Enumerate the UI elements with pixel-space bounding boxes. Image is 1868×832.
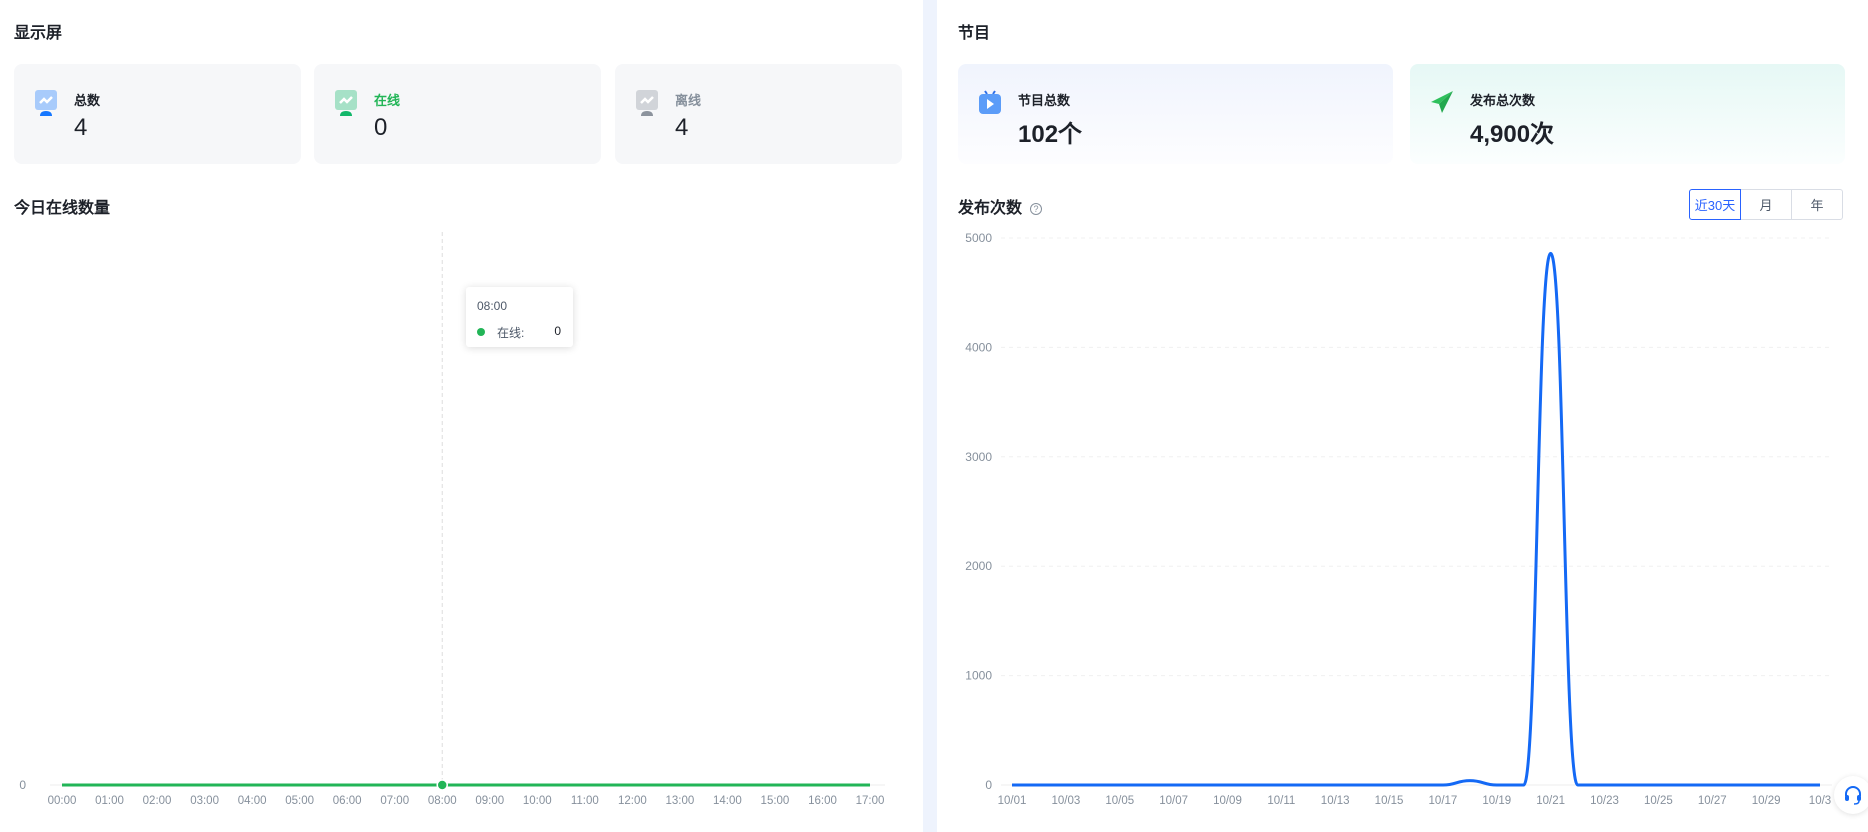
tooltip-series-marker [477,328,485,336]
customer-support-button[interactable] [1834,776,1868,814]
tooltip-time: 08:00 [477,299,508,313]
y-tick-label: 0 [985,778,992,792]
x-tick-label: 16:00 [808,795,837,807]
display-card-value: 4 [675,114,689,141]
display-title: 显示屏 [14,25,63,42]
display-card-label: 总数 [74,93,101,108]
x-tick-label: 00:00 [48,795,77,807]
tooltip-value: 0 [554,324,561,338]
publish-total-card: 发布总次数 4,900次 [1410,64,1845,164]
display-card: 离线 4 [615,64,902,164]
y-tick-label: 5000 [965,231,992,245]
x-tick-label: 05:00 [285,795,314,807]
x-tick-label: 15:00 [761,795,790,807]
monitor-icon [335,90,357,116]
program-total-label: 节目总数 [1018,93,1071,108]
x-tick-label: 10/07 [1159,795,1188,807]
tooltip-series-name: 在线: [497,326,525,340]
display-card-value: 4 [74,114,88,141]
help-icon[interactable]: ? [1030,203,1043,215]
display-card-label: 在线 [374,93,401,108]
x-tick-label: 10/23 [1590,795,1619,807]
paper-plane-icon [1431,91,1453,113]
x-tick-label: 10/11 [1267,795,1295,807]
online-chart-title: 今日在线数量 [14,200,111,217]
x-tick-label: 03:00 [190,795,219,807]
x-tick-label: 10/13 [1321,795,1350,807]
panel-divider [923,0,937,832]
x-tick-label: 17:00 [856,795,885,807]
x-tick-label: 10/15 [1375,795,1404,807]
program-total-value: 102个 [1018,121,1083,148]
monitor-icon [35,90,57,116]
display-card-value: 0 [374,114,388,141]
x-tick-label: 11:00 [571,795,599,807]
x-tick-label: 08:00 [428,795,457,807]
program-total-card: 节目总数 102个 [958,64,1393,164]
chart-tooltip: 08:00 在线: 0 [466,287,573,347]
series-line [1011,251,1820,787]
x-tick-label: 10/27 [1698,795,1727,807]
x-tick-label: 10/17 [1429,795,1458,807]
headset-icon [1845,786,1861,805]
x-tick-label: 01:00 [95,795,124,807]
y-tick-label: 4000 [965,340,992,354]
x-tick-label: 02:00 [143,795,172,807]
range-30days-button[interactable]: 近30天 [1689,189,1741,220]
x-tick-label: 06:00 [333,795,362,807]
publish-chart-title-wrap: 发布次数? [958,194,1043,218]
x-tick-label: 10/05 [1105,795,1134,807]
program-panel: 节目 节目总数 102个 发布总次数 4,900次 发布次数? 近30天 月 年… [937,0,1868,832]
publish-chart-title: 发布次数 [958,200,1023,217]
range-year-button[interactable]: 年 [1791,189,1843,220]
y-tick-label: 2000 [965,559,992,573]
range-toggle: 近30天 月 年 [1689,189,1843,220]
display-card-label: 离线 [675,93,702,108]
display-card: 在线 0 [314,64,601,164]
x-tick-label: 10/01 [998,795,1027,807]
video-icon [979,90,1001,114]
monitor-icon [636,90,658,116]
publish-total-value: 4,900次 [1470,121,1555,148]
x-tick-label: 10/21 [1536,795,1565,807]
publish-chart: 0 1000 2000 3000 4000 5000 10/01 10/03 10/05 10/0… [965,231,1832,807]
program-title: 节目 [958,25,991,42]
x-tick-label: 10/09 [1213,795,1242,807]
x-tick-label: 12:00 [618,795,647,807]
x-tick-label: 14:00 [713,795,742,807]
x-tick-label: 10/03 [1051,795,1080,807]
display-panel: 显示屏 总数 4 在线 0 离线 4 今日在线数量 0 00:00 01:00 02:… [0,0,923,832]
y-tick-label: 1000 [965,669,992,683]
highlight-point [436,779,448,791]
publish-total-label: 发布总次数 [1470,93,1536,108]
y-tick-label: 3000 [965,450,992,464]
x-tick-label: 10/25 [1644,795,1673,807]
x-tick-label: 10:00 [523,795,552,807]
display-card: 总数 4 [14,64,301,164]
x-tick-label: 09:00 [475,795,504,807]
x-tick-label: 10/3 [1809,795,1831,807]
x-tick-label: 10/29 [1752,795,1781,807]
x-tick-label: 13:00 [665,795,694,807]
x-tick-label: 04:00 [238,795,267,807]
y-tick-label: 0 [19,778,26,792]
x-tick-label: 07:00 [380,795,409,807]
online-chart: 0 00:00 01:00 02:00 03:00 04:00 05:00 06:00 07:0… [19,232,885,807]
x-tick-label: 10/19 [1482,795,1511,807]
